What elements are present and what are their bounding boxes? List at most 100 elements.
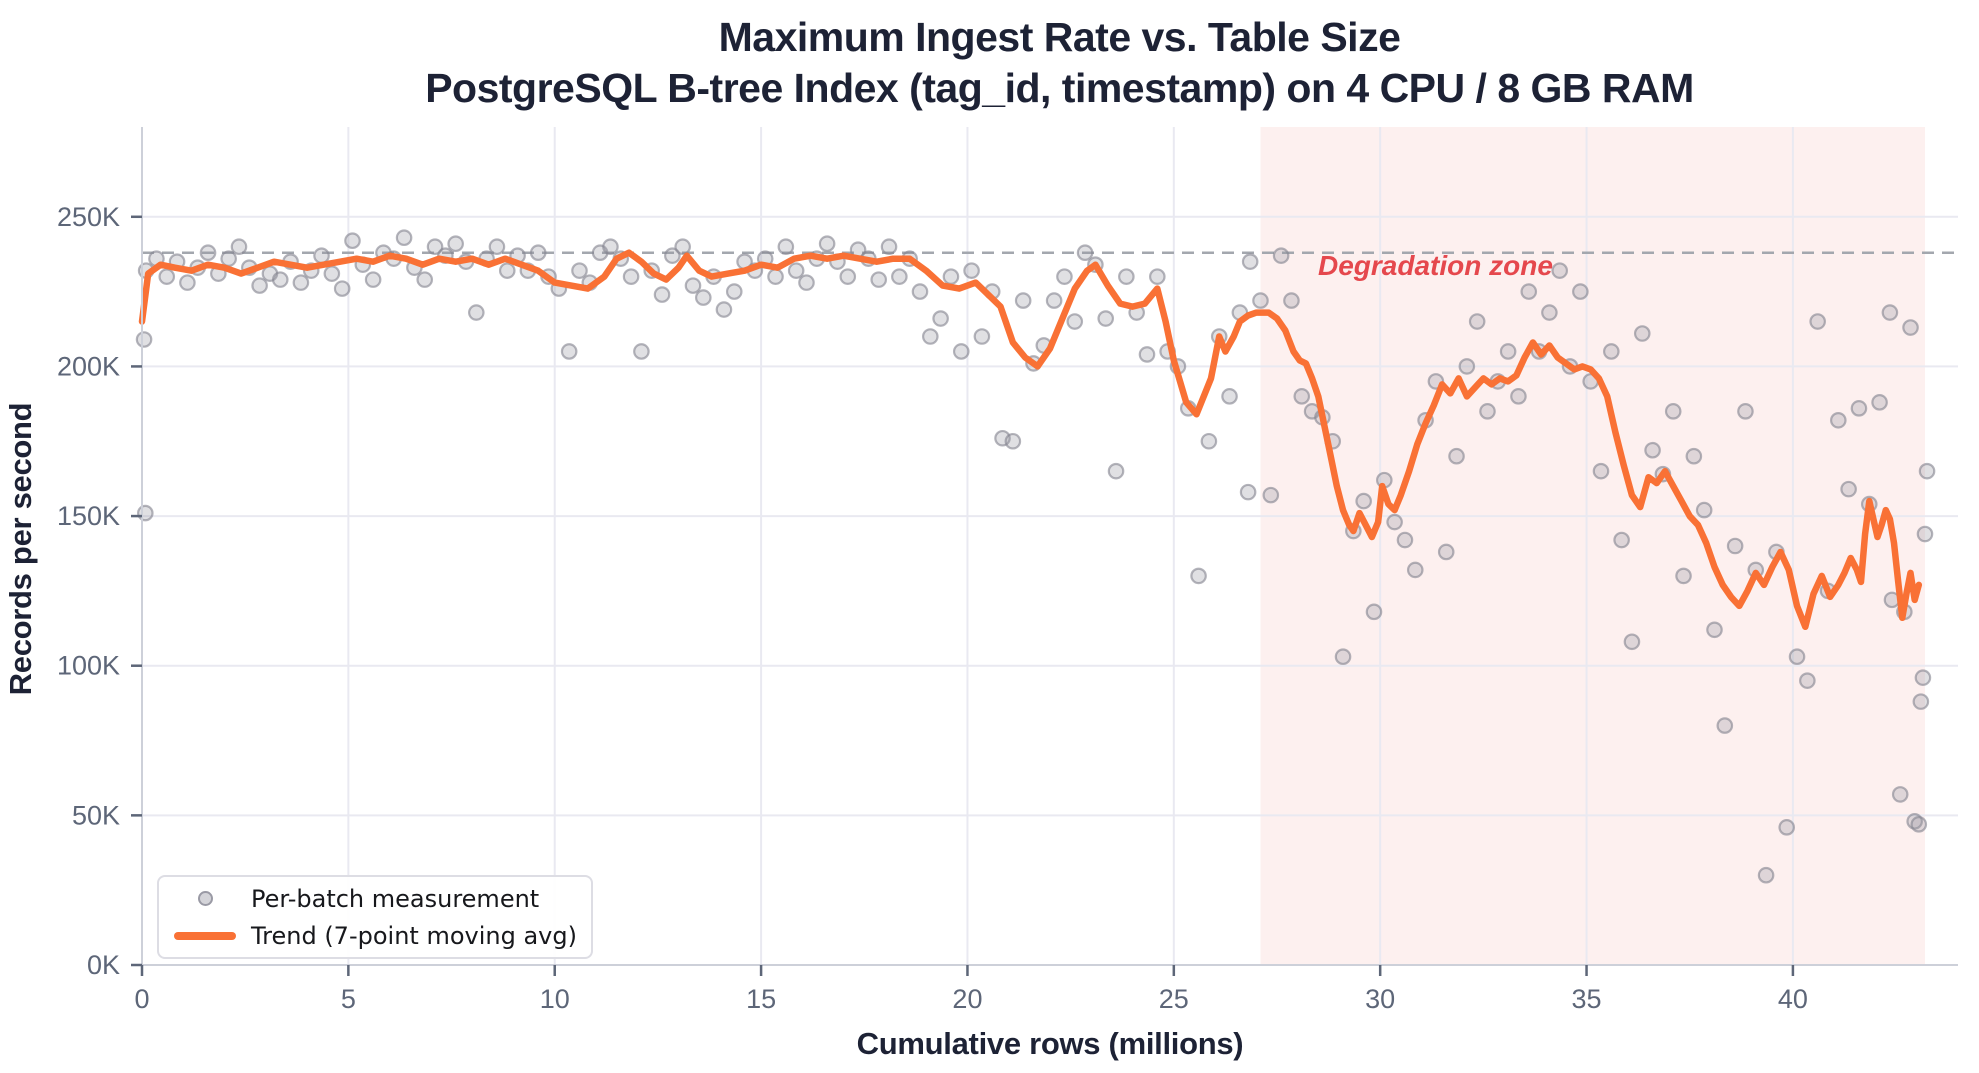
scatter-point <box>1685 447 1703 465</box>
scatter-point <box>488 238 506 256</box>
scatter-point <box>1293 388 1311 405</box>
scatter-point <box>695 289 712 306</box>
scatter-point <box>952 343 970 360</box>
scatter-point <box>1190 567 1207 585</box>
scatter-point <box>1788 648 1806 666</box>
scatter-point <box>622 268 640 285</box>
x-axis-label: Cumulative rows (millions) <box>856 1026 1244 1061</box>
scatter-point <box>1871 394 1888 411</box>
scatter-point <box>1850 400 1868 417</box>
scatter-point <box>1916 525 1934 543</box>
scatter-point <box>942 268 960 285</box>
legend-label-trend: Trend (7-point moving avg) <box>251 921 577 950</box>
scatter-point <box>1138 346 1156 363</box>
scatter-point <box>364 271 382 288</box>
page-subtitle: PostgreSQL B-tree Index (tag_id, timesta… <box>425 65 1694 111</box>
x-tick-label: 0 <box>134 984 149 1014</box>
scatter-point <box>1914 669 1932 686</box>
scatter-point <box>1675 567 1692 585</box>
scatter-point <box>633 343 650 360</box>
scatter-point <box>932 310 949 327</box>
scatter-point <box>1912 693 1930 710</box>
x-tick-label: 35 <box>1572 984 1602 1014</box>
scatter-point <box>271 271 289 288</box>
x-tick-label: 15 <box>746 984 776 1014</box>
scatter-point <box>1881 304 1899 321</box>
legend-marker-cell <box>159 891 251 906</box>
scatter-point <box>1716 717 1734 734</box>
page-title: Maximum Ingest Rate vs. Table Size <box>718 14 1401 60</box>
scatter-point <box>426 238 444 256</box>
legend-item-scatter: Per-batch measurement <box>159 883 591 914</box>
legend-label-scatter: Per-batch measurement <box>251 884 540 913</box>
scatter-point <box>839 268 857 285</box>
scatter-point <box>798 274 815 291</box>
scatter-point <box>1045 292 1063 309</box>
y-tick-label: 50K <box>72 800 120 830</box>
scatter-point <box>416 271 434 288</box>
scatter-point <box>1458 358 1476 375</box>
scatter-point <box>313 247 330 264</box>
scatter-point <box>1262 486 1280 504</box>
scatter-point <box>973 328 991 345</box>
scatter-point <box>880 238 898 256</box>
scatter-point <box>344 232 361 250</box>
trend-line <box>138 249 1923 631</box>
scatter-point <box>911 283 929 300</box>
scatter-point <box>199 244 217 261</box>
scatter-point <box>1778 819 1796 836</box>
scatter-point <box>1918 462 1936 480</box>
scatter-point <box>1541 304 1558 321</box>
scatter-point <box>230 238 248 256</box>
scatter-point <box>1664 403 1682 420</box>
scatter-point <box>1239 483 1257 501</box>
scatter-point <box>1695 501 1713 519</box>
scatter-point <box>1365 603 1383 621</box>
scatter-point <box>1200 432 1218 450</box>
scatter-point <box>664 247 681 264</box>
scatter-point <box>158 268 176 285</box>
scatter-point <box>1613 531 1630 549</box>
scatter-point <box>498 262 516 279</box>
scatter-point <box>333 280 351 297</box>
y-tick-label: 150K <box>57 501 120 531</box>
scatter-point <box>292 274 310 291</box>
x-tick-label: 30 <box>1365 984 1395 1014</box>
scatter-point <box>653 286 671 303</box>
scatter-point <box>1623 633 1641 651</box>
scatter-point <box>1066 313 1084 330</box>
legend-item-trend: Trend (7-point moving avg) <box>159 920 591 951</box>
scatter-point <box>1118 268 1135 285</box>
scatter-point <box>1830 411 1847 429</box>
scatter-point <box>1221 388 1238 405</box>
scatter-point <box>674 238 691 256</box>
scatter-point <box>1241 253 1259 270</box>
scatter-point <box>1107 462 1125 480</box>
scatter-point <box>1097 310 1115 327</box>
scatter-point <box>1004 432 1022 450</box>
scatter-point <box>1633 325 1651 342</box>
scatter-point <box>1572 283 1589 300</box>
scatter-point <box>1396 531 1414 549</box>
scatter-point <box>602 238 619 256</box>
scatter-marker-icon <box>197 891 213 906</box>
scatter-point <box>1603 343 1620 360</box>
scatter-point <box>1056 268 1073 285</box>
scatter-point <box>1726 537 1744 555</box>
scatter-point <box>447 235 464 253</box>
y-axis-label: Records per second <box>3 402 38 696</box>
degradation-zone-label: Degradation zone <box>1318 250 1553 281</box>
scatter-point <box>870 271 888 288</box>
scatter-point <box>1706 621 1723 639</box>
scatter-point <box>767 268 784 285</box>
scatter-point <box>1076 244 1094 261</box>
scatter-point <box>1386 513 1403 531</box>
scatter-point <box>715 301 733 318</box>
x-tick-label: 20 <box>952 984 982 1014</box>
scatter-point <box>1448 447 1465 465</box>
trend-line-icon <box>174 931 236 940</box>
scatter-point <box>220 250 237 267</box>
scatter-point <box>725 283 743 300</box>
scatter-point <box>1272 247 1290 264</box>
